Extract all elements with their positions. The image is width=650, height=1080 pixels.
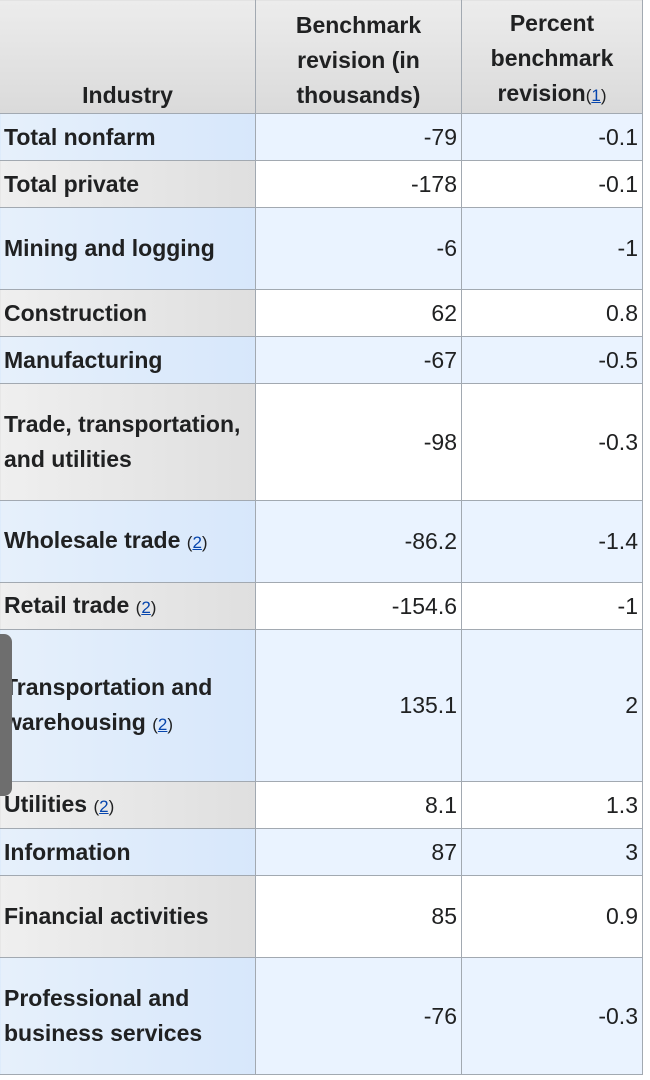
footnote-link[interactable]: 1 <box>591 86 601 105</box>
industry-name: Construction <box>4 299 148 326</box>
footnote-link[interactable]: 2 <box>141 597 151 617</box>
revision-value: -79 <box>255 113 462 161</box>
footnote-link[interactable]: 2 <box>99 796 109 816</box>
table-row: Manufacturing -67 -0.5 <box>0 336 643 384</box>
industry-cell: Information <box>0 828 256 876</box>
industry-name: Utilities <box>4 790 88 817</box>
footnote-link[interactable]: 2 <box>192 533 202 552</box>
table-row: Construction 62 0.8 <box>0 289 643 337</box>
revision-value: -154.6 <box>255 582 462 630</box>
footnote-ref: (2) <box>93 796 115 816</box>
header-industry[interactable]: Industry <box>0 0 256 114</box>
revision-value: -86.2 <box>255 500 462 583</box>
header-benchmark-revision[interactable]: Benchmark revision (in thousands) <box>255 0 462 114</box>
percent-value: -0.3 <box>461 383 643 501</box>
industry-name: Wholesale trade <box>4 527 181 553</box>
table-row: Trade, transportation, and utilities -98… <box>0 383 643 501</box>
revision-value: 87 <box>255 828 462 876</box>
percent-value: -0.1 <box>461 113 643 161</box>
industry-name: Total private <box>4 170 140 197</box>
footnote-ref: (2) <box>152 714 174 734</box>
industry-cell: Total private <box>0 160 256 208</box>
table-row: Total nonfarm -79 -0.1 <box>0 113 643 161</box>
industry-name: Mining and logging <box>4 235 215 261</box>
percent-value: 1.3 <box>461 781 643 829</box>
table-row: Transportation and warehousing (2) 135.1… <box>0 629 643 782</box>
industry-cell: Total nonfarm <box>0 113 256 161</box>
percent-value: 3 <box>461 828 643 876</box>
side-scroll-handle[interactable] <box>0 634 12 796</box>
industry-name: Trade, transportation, and utilities <box>4 411 241 472</box>
industry-name: Retail trade <box>4 591 130 618</box>
revision-value: -67 <box>255 336 462 384</box>
industry-name: Manufacturing <box>4 346 163 373</box>
footnote-ref: (2) <box>135 597 157 617</box>
header-percent-label: Percent benchmark revision <box>490 10 614 106</box>
industry-name: Transportation and warehousing <box>4 673 213 735</box>
percent-value: -1 <box>461 207 643 290</box>
percent-value: -0.1 <box>461 160 643 208</box>
revision-value: -178 <box>255 160 462 208</box>
industry-cell: Retail trade (2) <box>0 582 256 630</box>
header-percent-revision[interactable]: Percent benchmark revision(1) <box>461 0 643 114</box>
table-row: Utilities (2) 8.1 1.3 <box>0 781 643 829</box>
revision-value: 85 <box>255 875 462 958</box>
percent-value: -0.5 <box>461 336 643 384</box>
industry-cell: Construction <box>0 289 256 337</box>
industry-name: Information <box>4 838 131 865</box>
table-row: Professional and business services -76 -… <box>0 957 643 1075</box>
industry-name: Professional and business services <box>4 985 203 1046</box>
revision-value: 62 <box>255 289 462 337</box>
revision-value: -76 <box>255 957 462 1075</box>
industry-cell: Financial activities <box>0 875 256 958</box>
percent-value: -1 <box>461 582 643 630</box>
percent-value: 0.9 <box>461 875 643 958</box>
percent-value: -1.4 <box>461 500 643 583</box>
industry-cell: Trade, transportation, and utilities <box>0 383 256 501</box>
table-row: Information 87 3 <box>0 828 643 876</box>
table-row: Retail trade (2) -154.6 -1 <box>0 582 643 630</box>
percent-value: -0.3 <box>461 957 643 1075</box>
header-row: Industry Benchmark revision (in thousand… <box>0 0 643 114</box>
percent-value: 2 <box>461 629 643 782</box>
percent-value: 0.8 <box>461 289 643 337</box>
revision-value: 135.1 <box>255 629 462 782</box>
footnote-link[interactable]: 2 <box>157 714 168 734</box>
table-row: Financial activities 85 0.9 <box>0 875 643 958</box>
industry-name: Financial activities <box>4 903 209 929</box>
industry-name: Total nonfarm <box>4 123 156 150</box>
footnote-ref: (1) <box>585 86 607 105</box>
industry-cell: Professional and business services <box>0 957 256 1075</box>
revision-value: -98 <box>255 383 462 501</box>
table-row: Mining and logging -6 -1 <box>0 207 643 290</box>
industry-cell: Utilities (2) <box>0 781 256 829</box>
footnote-ref: (2) <box>186 533 208 552</box>
industry-cell: Manufacturing <box>0 336 256 384</box>
table-row: Total private -178 -0.1 <box>0 160 643 208</box>
table-row: Wholesale trade (2) -86.2 -1.4 <box>0 500 643 583</box>
industry-cell: Wholesale trade (2) <box>0 500 256 583</box>
industry-cell: Transportation and warehousing (2) <box>0 629 256 782</box>
revision-value: -6 <box>255 207 462 290</box>
revision-value: 8.1 <box>255 781 462 829</box>
industry-cell: Mining and logging <box>0 207 256 290</box>
